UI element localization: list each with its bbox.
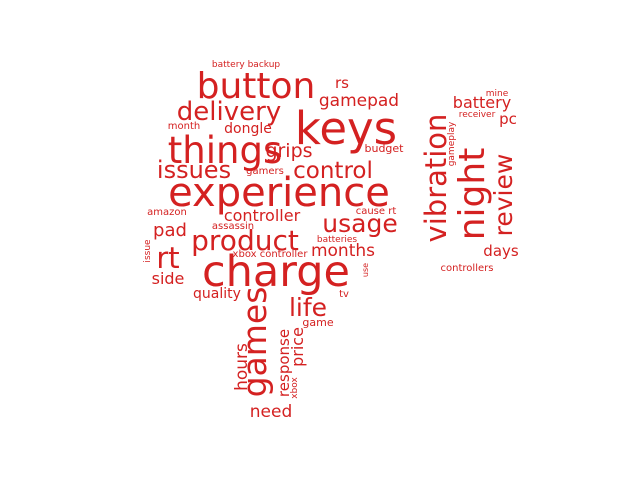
word-button: button [197, 66, 316, 107]
word-assassin: assassin [212, 221, 254, 232]
word-xbox: xbox [290, 377, 300, 399]
word-amazon: amazon [147, 207, 187, 218]
word-experience: experience [168, 170, 390, 216]
word-quality: quality [193, 286, 241, 302]
word-charge: charge [202, 247, 350, 297]
word-control: control [293, 158, 373, 184]
word-dongle: dongle [224, 121, 272, 137]
word-issue: issue [143, 239, 153, 263]
word-rs: rs [335, 74, 349, 92]
word-mine: mine [486, 89, 509, 99]
word-gameplay: gameplay [447, 121, 457, 166]
word-product: product [191, 224, 299, 257]
word-gamers: gamers [246, 166, 284, 177]
word-xbox-controller: xbox controller [233, 249, 309, 260]
word-side: side [152, 269, 185, 288]
word-games: games [235, 287, 274, 398]
word-receiver: receiver [459, 110, 496, 120]
word-life: life [289, 293, 327, 322]
word-budget: budget [365, 142, 405, 155]
word-review: review [489, 154, 518, 237]
word-hours: hours [232, 343, 252, 391]
word-days: days [483, 242, 519, 260]
word-months: months [311, 241, 375, 261]
word-rt: rt [156, 241, 179, 275]
word-controller: controller [224, 206, 301, 225]
word-vibration: vibration [419, 114, 453, 243]
word-issues: issues [157, 156, 231, 184]
word-controllers: controllers [441, 263, 494, 274]
word-things: things [168, 129, 282, 172]
word-batteries: batteries [317, 235, 358, 245]
word-tv: tv [339, 289, 349, 300]
word-grips: grips [265, 140, 312, 162]
word-gamepad: gamepad [319, 91, 399, 111]
word-battery-backup: battery backup [212, 60, 281, 70]
word-cause-rt: cause rt [356, 206, 397, 217]
word-night: night [452, 148, 493, 241]
word-month: month [168, 121, 200, 132]
word-usage: usage [322, 209, 397, 238]
word-keys: keys [295, 102, 397, 155]
word-delivery: delivery [177, 97, 281, 127]
word-need: need [250, 402, 292, 422]
word-game: game [302, 316, 333, 329]
word-price: price [288, 327, 307, 367]
word-pc: pc [499, 110, 517, 128]
word-response: response [275, 329, 293, 397]
word-battery: battery [453, 93, 511, 112]
word-use: use [361, 263, 370, 277]
word-pad: pad [153, 220, 187, 241]
